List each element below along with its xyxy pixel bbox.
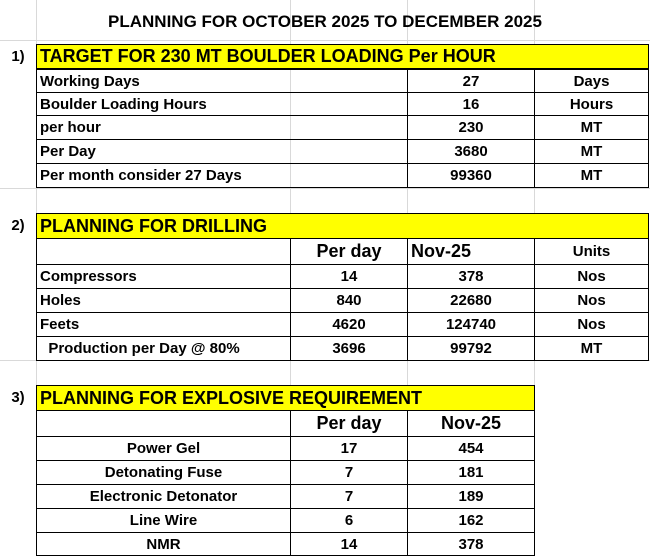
table-cell-unit: MT — [534, 163, 649, 188]
table-cell-per-day: 3696 — [290, 336, 408, 361]
table-cell-label: per hour — [36, 115, 408, 140]
column-header-month: Nov-25 — [407, 410, 535, 437]
table-cell-month: 378 — [407, 532, 535, 556]
section1-number: 1) — [11, 47, 25, 65]
table-cell-label: Electronic Detonator — [36, 484, 291, 509]
table-cell-per-day: 17 — [290, 436, 408, 461]
section3-number: 3) — [11, 389, 25, 406]
table-cell-label: Detonating Fuse — [36, 460, 291, 485]
sheet-title: PLANNING FOR OCTOBER 2025 TO DECEMBER 20… — [108, 12, 542, 31]
table-cell-month: 99792 — [407, 336, 535, 361]
column-header-per-day: Per day — [290, 238, 408, 265]
table-cell-label: Line Wire — [36, 508, 291, 533]
table-cell-per-day: 6 — [290, 508, 408, 533]
table-cell-per-day: 4620 — [290, 312, 408, 337]
table-cell-label: Per Day — [36, 139, 408, 164]
section1-header: TARGET FOR 230 MT BOULDER LOADING Per HO… — [36, 44, 649, 69]
table-cell-per-day: 14 — [290, 264, 408, 289]
table-cell-month: 22680 — [407, 288, 535, 313]
table-cell-unit: MT — [534, 139, 649, 164]
table-cell-month: 454 — [407, 436, 535, 461]
table-cell-per-day: 7 — [290, 460, 408, 485]
column-header-month: Nov-25 — [407, 238, 535, 265]
table-header-blank — [36, 410, 291, 437]
table-cell-label: Production per Day @ 80% — [36, 336, 291, 361]
table-cell-month: 124740 — [407, 312, 535, 337]
table-header-blank — [36, 238, 291, 265]
table-cell-label: Holes — [36, 288, 291, 313]
table-cell-value: 230 — [407, 115, 535, 140]
gridline — [0, 40, 650, 41]
section3-header: PLANNING FOR EXPLOSIVE REQUIREMENT — [36, 385, 535, 411]
table-cell-month: 181 — [407, 460, 535, 485]
table-cell-unit: Nos — [534, 264, 649, 289]
table-cell-label: Power Gel — [36, 436, 291, 461]
table-cell-per-day: 14 — [290, 532, 408, 556]
table-cell-label: Working Days — [36, 69, 408, 93]
gridline — [0, 188, 650, 189]
section2-header: PLANNING FOR DRILLING — [36, 213, 649, 239]
table-cell-month: 162 — [407, 508, 535, 533]
table-cell-label: Per month consider 27 Days — [36, 163, 408, 188]
table-cell-label: Feets — [36, 312, 291, 337]
table-cell-value: 3680 — [407, 139, 535, 164]
table-cell-unit: MT — [534, 115, 649, 140]
table-cell-month: 378 — [407, 264, 535, 289]
table-cell-label: NMR — [36, 532, 291, 556]
table-cell-unit: Nos — [534, 288, 649, 313]
column-header-per-day: Per day — [290, 410, 408, 437]
table-cell-unit: Days — [534, 69, 649, 93]
column-header-units: Units — [534, 238, 649, 265]
table-cell-label: Compressors — [36, 264, 291, 289]
table-cell-unit: Nos — [534, 312, 649, 337]
table-cell-value: 27 — [407, 69, 535, 93]
section2-number: 2) — [11, 217, 25, 234]
table-cell-month: 189 — [407, 484, 535, 509]
table-cell-value: 99360 — [407, 163, 535, 188]
table-cell-unit: Hours — [534, 92, 649, 116]
table-cell-value: 16 — [407, 92, 535, 116]
table-cell-unit: MT — [534, 336, 649, 361]
table-cell-per-day: 7 — [290, 484, 408, 509]
table-cell-label: Boulder Loading Hours — [36, 92, 408, 116]
table-cell-per-day: 840 — [290, 288, 408, 313]
